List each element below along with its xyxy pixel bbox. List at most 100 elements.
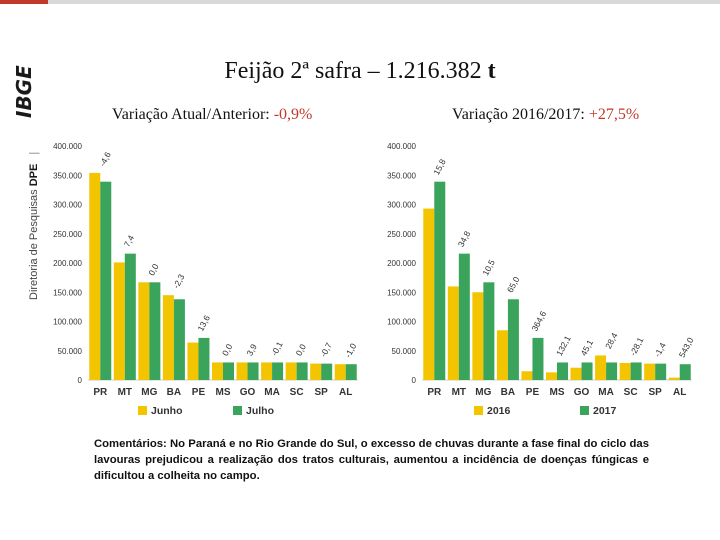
legend-label: 2017 — [593, 405, 617, 417]
legend-label: 2016 — [487, 405, 511, 417]
bar-2017-pr — [434, 181, 446, 380]
dept-text: Diretoria de Pesquisas — [28, 189, 40, 300]
bar-junho-go — [236, 362, 248, 380]
bar-2017-sp — [655, 363, 667, 380]
bar-julho-ms — [223, 362, 234, 380]
data-label: -1,0 — [343, 341, 359, 359]
bar-junho-ms — [212, 362, 223, 380]
bar-julho-mt — [124, 253, 136, 380]
data-label: 28,4 — [603, 331, 620, 351]
y-tick-label: 150.000 — [387, 288, 416, 297]
bar-chart-monthly: 0 50.000 100.000 150.000 200.000 250.000 300.0… — [53, 142, 359, 417]
x-tick-label: PR — [93, 387, 108, 398]
bar-julho-ma — [272, 362, 284, 380]
bar-junho-mt — [113, 262, 125, 380]
y-tick-label: 400.000 — [387, 142, 416, 151]
data-label: 0,0 — [220, 342, 235, 357]
dept-separator: | — [28, 151, 40, 155]
x-tick-label: AL — [339, 387, 352, 398]
x-tick-label: SC — [290, 387, 304, 398]
bar-2017-sc — [630, 362, 642, 380]
top-bar — [0, 0, 720, 4]
top-bar-accent — [0, 0, 48, 4]
bar-2017-al — [679, 364, 691, 380]
x-tick-label: MT — [118, 387, 132, 398]
data-label: 0,0 — [294, 342, 309, 357]
bar-2016-mg — [472, 292, 484, 380]
dept-abbr: DPE — [28, 163, 40, 187]
x-tick-label: GO — [240, 387, 256, 398]
y-tick-label: 400.000 — [53, 142, 82, 151]
data-label: 3,9 — [244, 342, 259, 357]
y-tick-label: 300.000 — [387, 201, 416, 210]
right-subtitle-value: +27,5% — [588, 106, 640, 123]
data-label: 7,4 — [122, 233, 137, 248]
bar-2016-go — [570, 367, 582, 380]
bar-2016-pe — [521, 371, 533, 380]
data-label: -28,1 — [628, 335, 646, 357]
bar-2016-al — [668, 377, 680, 380]
right-subtitle-label: Variação 2016/2017: — [452, 106, 585, 123]
bar-2017-ma — [606, 362, 618, 380]
bar-junho-mg — [138, 282, 150, 380]
bar-julho-pr — [100, 181, 112, 380]
bar-2016-ba — [496, 330, 508, 380]
x-tick-label: BA — [167, 387, 181, 398]
legend-label: Julho — [246, 405, 274, 417]
bar-junho-ba — [162, 295, 174, 380]
y-tick-label: 50.000 — [58, 347, 83, 356]
x-tick-label: PE — [192, 387, 206, 398]
y-tick-label: 150.000 — [53, 288, 82, 297]
bar-2016-pr — [423, 208, 435, 380]
bar-2016-ms — [546, 372, 557, 380]
data-label: -0,1 — [269, 340, 285, 358]
x-tick-label: MG — [141, 387, 157, 398]
bar-junho-sp — [310, 363, 322, 380]
data-label: -0,7 — [318, 341, 334, 359]
data-label: 543,0 — [677, 335, 696, 359]
x-tick-label: MT — [452, 387, 466, 398]
bar-junho-pr — [89, 172, 101, 380]
x-tick-label: GO — [574, 387, 590, 398]
comment-text: Comentários: No Paraná e no Rio Grande d… — [94, 438, 649, 482]
bar-chart-yearly: 0 50.000 100.000 150.000 200.000 250.000 300.0… — [387, 142, 696, 417]
x-tick-label: SP — [315, 387, 329, 398]
left-subtitle-value: -0,9% — [273, 106, 313, 123]
x-tick-label: SC — [624, 387, 638, 398]
data-label: 45,1 — [578, 338, 595, 358]
y-tick-label: 300.000 — [53, 201, 82, 210]
bar-julho-sp — [321, 363, 333, 380]
bar-2016-ma — [595, 355, 607, 380]
data-label: -2,3 — [171, 272, 187, 290]
x-tick-label: AL — [673, 387, 686, 398]
bar-2017-mt — [458, 253, 470, 380]
legend-swatch — [233, 406, 242, 415]
bar-2016-mt — [447, 286, 459, 380]
dept-label: Diretoria de Pesquisas DPE | — [28, 152, 40, 300]
legend-swatch — [474, 406, 483, 415]
y-tick-label: 100.000 — [387, 318, 416, 327]
legend-swatch — [580, 406, 589, 415]
y-tick-label: 200.000 — [387, 259, 416, 268]
y-tick-label: 350.000 — [387, 171, 416, 180]
bar-junho-pe — [187, 342, 199, 380]
x-tick-label: PR — [427, 387, 442, 398]
bar-2016-sc — [619, 363, 631, 380]
bar-2017-pe — [532, 337, 544, 380]
data-label: 13,6 — [195, 313, 212, 333]
x-tick-label: BA — [501, 387, 515, 398]
legend-swatch — [138, 406, 147, 415]
y-tick-label: 100.000 — [53, 318, 82, 327]
data-label: 364,6 — [529, 309, 548, 333]
y-tick-label: 250.000 — [387, 230, 416, 239]
right-subtitle: Variação 2016/2017: +27,5% — [452, 106, 639, 124]
x-tick-label: MA — [598, 387, 614, 398]
x-tick-label: MA — [264, 387, 280, 398]
bar-2017-ba — [507, 299, 519, 380]
bar-junho-al — [334, 364, 346, 380]
bar-julho-ba — [173, 299, 185, 380]
bar-julho-mg — [149, 282, 161, 380]
y-tick-label: 250.000 — [53, 230, 82, 239]
data-label: -1,4 — [652, 341, 668, 359]
y-tick-label: 50.000 — [392, 347, 417, 356]
